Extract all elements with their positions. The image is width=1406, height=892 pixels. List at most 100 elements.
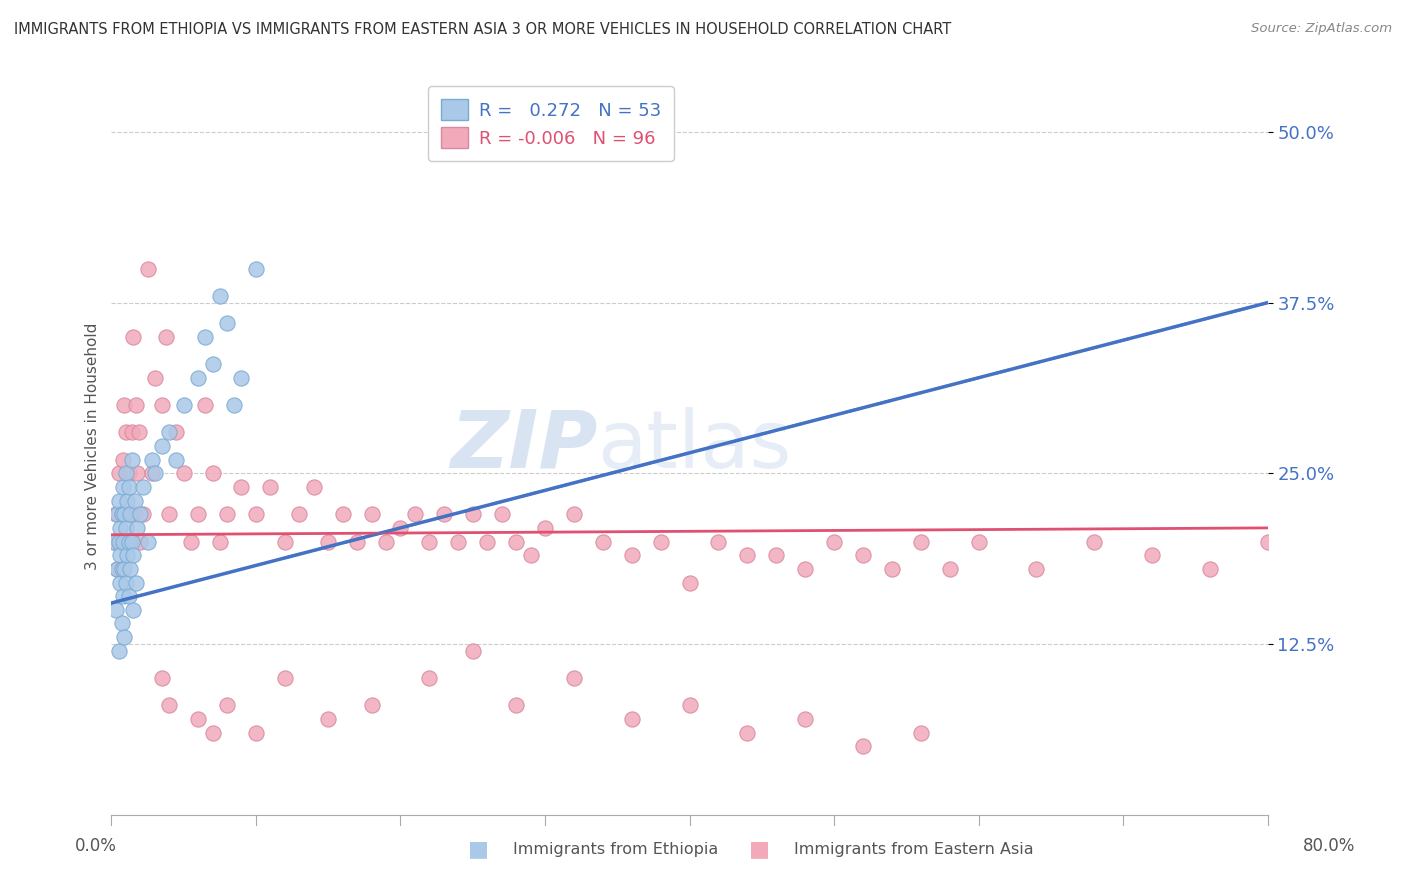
Point [1198, 562, 1220, 576]
Point [231, 370, 253, 384]
Point [155, 330, 177, 344]
Point [104, 508, 127, 522]
Point [120, 562, 142, 576]
Point [120, 508, 142, 522]
Point [737, 725, 759, 739]
Point [110, 562, 132, 576]
Point [165, 425, 187, 440]
Point [132, 508, 155, 522]
Point [288, 508, 311, 522]
Point [215, 508, 238, 522]
Point [108, 534, 131, 549]
Point [118, 480, 141, 494]
Point [118, 467, 141, 481]
Point [823, 534, 845, 549]
Point [765, 548, 787, 562]
Point [118, 589, 141, 603]
Point [117, 548, 139, 562]
Point [103, 534, 125, 549]
Point [108, 548, 131, 562]
Point [112, 398, 135, 412]
Text: ■: ■ [468, 839, 488, 859]
Point [794, 562, 817, 576]
Point [477, 534, 499, 549]
Point [127, 467, 149, 481]
Point [157, 508, 180, 522]
Point [112, 630, 135, 644]
Point [105, 508, 128, 522]
Point [215, 316, 238, 330]
Point [132, 480, 155, 494]
Point [215, 698, 238, 713]
Point [880, 562, 903, 576]
Point [592, 534, 614, 549]
Point [104, 603, 127, 617]
Point [461, 644, 484, 658]
Point [187, 370, 209, 384]
Point [967, 534, 990, 549]
Point [141, 452, 163, 467]
Point [737, 548, 759, 562]
Point [129, 508, 152, 522]
Point [1025, 562, 1047, 576]
Point [165, 452, 187, 467]
Point [105, 562, 128, 576]
Point [141, 467, 163, 481]
Point [115, 575, 138, 590]
Point [201, 725, 224, 739]
Point [111, 534, 134, 549]
Point [110, 616, 132, 631]
Point [562, 671, 585, 685]
Point [910, 725, 932, 739]
Point [108, 521, 131, 535]
Point [389, 521, 412, 535]
Point [231, 480, 253, 494]
Point [316, 534, 339, 549]
Point [245, 261, 267, 276]
Point [112, 562, 135, 576]
Point [110, 508, 132, 522]
Point [852, 548, 875, 562]
Text: ZIP: ZIP [450, 407, 598, 485]
Point [118, 534, 141, 549]
Point [120, 534, 142, 549]
Point [124, 493, 146, 508]
Point [107, 644, 129, 658]
Point [491, 508, 513, 522]
Point [180, 534, 202, 549]
Point [519, 548, 541, 562]
Point [201, 467, 224, 481]
Point [794, 712, 817, 726]
Point [194, 330, 217, 344]
Point [150, 398, 173, 412]
Point [125, 575, 148, 590]
Point [157, 698, 180, 713]
Point [1083, 534, 1105, 549]
Text: Immigrants from Ethiopia: Immigrants from Ethiopia [513, 842, 718, 856]
Point [122, 548, 145, 562]
Point [375, 534, 398, 549]
Point [173, 467, 195, 481]
Point [505, 534, 527, 549]
Point [187, 508, 209, 522]
Point [259, 480, 281, 494]
Point [115, 521, 138, 535]
Point [143, 370, 166, 384]
Point [461, 508, 484, 522]
Point [910, 534, 932, 549]
Point [433, 508, 456, 522]
Point [505, 698, 527, 713]
Point [620, 712, 643, 726]
Point [122, 330, 145, 344]
Point [194, 398, 217, 412]
Point [103, 534, 125, 549]
Y-axis label: 3 or more Vehicles in Household: 3 or more Vehicles in Household [86, 322, 100, 570]
Point [707, 534, 730, 549]
Point [115, 467, 138, 481]
Point [115, 425, 138, 440]
Point [360, 698, 382, 713]
Point [274, 671, 297, 685]
Point [332, 508, 354, 522]
Point [245, 725, 267, 739]
Point [447, 534, 470, 549]
